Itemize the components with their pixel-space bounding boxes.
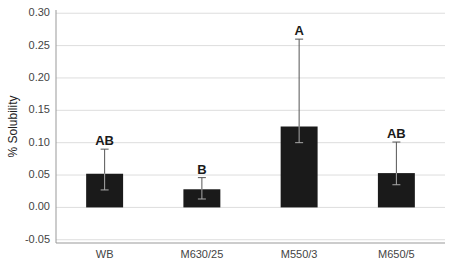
bar [86, 174, 123, 208]
error-cap [101, 149, 109, 150]
error-cap [101, 189, 109, 190]
x-tick-label: WB [96, 248, 114, 260]
bar [378, 173, 415, 207]
error-cap [392, 184, 400, 185]
grid-line [56, 13, 445, 14]
error-bar-up [295, 39, 303, 126]
y-tick-label: 0.30 [29, 6, 50, 18]
y-axis-line [56, 10, 57, 243]
error-bar-down [198, 189, 206, 199]
error-bar-down [101, 174, 109, 190]
annotation: B [197, 162, 206, 177]
y-tick-label: -0.05 [25, 233, 50, 245]
error-cap [295, 39, 303, 40]
y-tick-label: 0.00 [29, 200, 50, 212]
y-axis-label: % Solubility [6, 95, 20, 157]
error-cap [198, 198, 206, 199]
grid-line [56, 77, 445, 78]
annotation: AB [387, 126, 406, 141]
x-tick-label: M550/3 [281, 248, 318, 260]
grid-line [56, 239, 445, 240]
error-cap [198, 177, 206, 178]
bar [183, 189, 220, 207]
grid [56, 13, 445, 240]
grid-line [56, 110, 445, 111]
error-stem [201, 178, 202, 190]
error-bar-up [392, 142, 400, 173]
x-tick-label: M630/25 [180, 248, 223, 260]
grid-line [56, 142, 445, 143]
error-stem [201, 189, 202, 199]
error-bar-up [198, 178, 206, 190]
x-axis-line [56, 243, 445, 244]
x-ticks: WB M630/25 M550/3 M650/5 [96, 248, 415, 260]
y-tick-label: 0.10 [29, 136, 50, 148]
error-bar-down [295, 127, 303, 143]
error-bar-down [392, 173, 400, 185]
y-tick-label: 0.20 [29, 71, 50, 83]
error-bar-up [101, 149, 109, 174]
error-stem [396, 142, 397, 173]
bars [86, 39, 415, 207]
error-stem [104, 174, 105, 190]
y-tick-label: 0.25 [29, 39, 50, 51]
y-tick-label: 0.05 [29, 168, 50, 180]
bar [281, 127, 318, 208]
annotation: A [294, 23, 304, 38]
y-ticks: 0.30 0.25 0.20 0.15 0.10 0.05 0.00 -0.05 [25, 6, 50, 245]
error-stem [396, 173, 397, 185]
annotation: AB [95, 133, 114, 148]
chart: 0.30 0.25 0.20 0.15 0.10 0.05 0.00 -0.05 % Solub… [0, 0, 455, 267]
error-cap [295, 142, 303, 143]
y-tick-label: 0.15 [29, 103, 50, 115]
x-tick-label: M650/5 [378, 248, 415, 260]
page: {"chart_data": {"type": "bar", "categori… [0, 0, 455, 267]
grid-line [56, 45, 445, 46]
error-stem [299, 39, 300, 126]
error-stem [104, 149, 105, 174]
annotations: AB B A AB [95, 23, 406, 177]
error-stem [299, 127, 300, 143]
error-cap [392, 142, 400, 143]
